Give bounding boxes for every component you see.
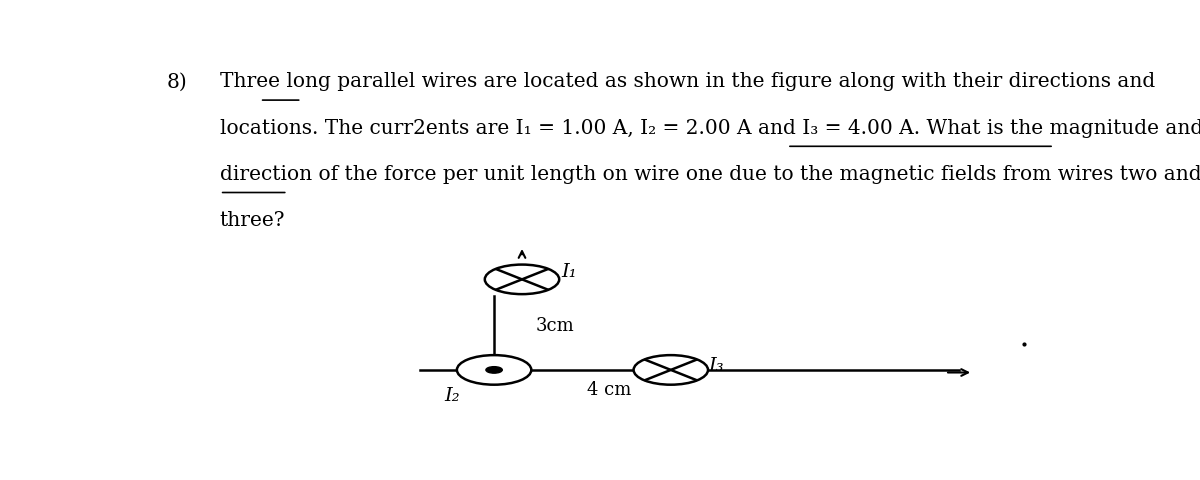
Text: locations. The curr2ents are I₁ = 1.00 A, I₂ = 2.00 A and I₃ = 4.00 A. What is t: locations. The curr2ents are I₁ = 1.00 A… xyxy=(220,119,1200,138)
Text: I₁: I₁ xyxy=(562,263,577,281)
Circle shape xyxy=(457,355,532,384)
Circle shape xyxy=(486,367,503,373)
Text: direction of the force per unit length on wire one due to the magnetic fields fr: direction of the force per unit length o… xyxy=(220,165,1200,184)
Text: 8): 8) xyxy=(167,72,187,91)
Circle shape xyxy=(485,264,559,294)
Text: I₃: I₃ xyxy=(708,357,724,375)
Circle shape xyxy=(634,355,708,384)
Text: three?: three? xyxy=(220,211,286,230)
Text: 4 cm: 4 cm xyxy=(587,381,631,399)
Text: 3cm: 3cm xyxy=(536,317,575,335)
Text: Three long parallel wires are located as shown in the figure along with their di: Three long parallel wires are located as… xyxy=(220,72,1154,91)
Text: I₂: I₂ xyxy=(444,387,460,405)
